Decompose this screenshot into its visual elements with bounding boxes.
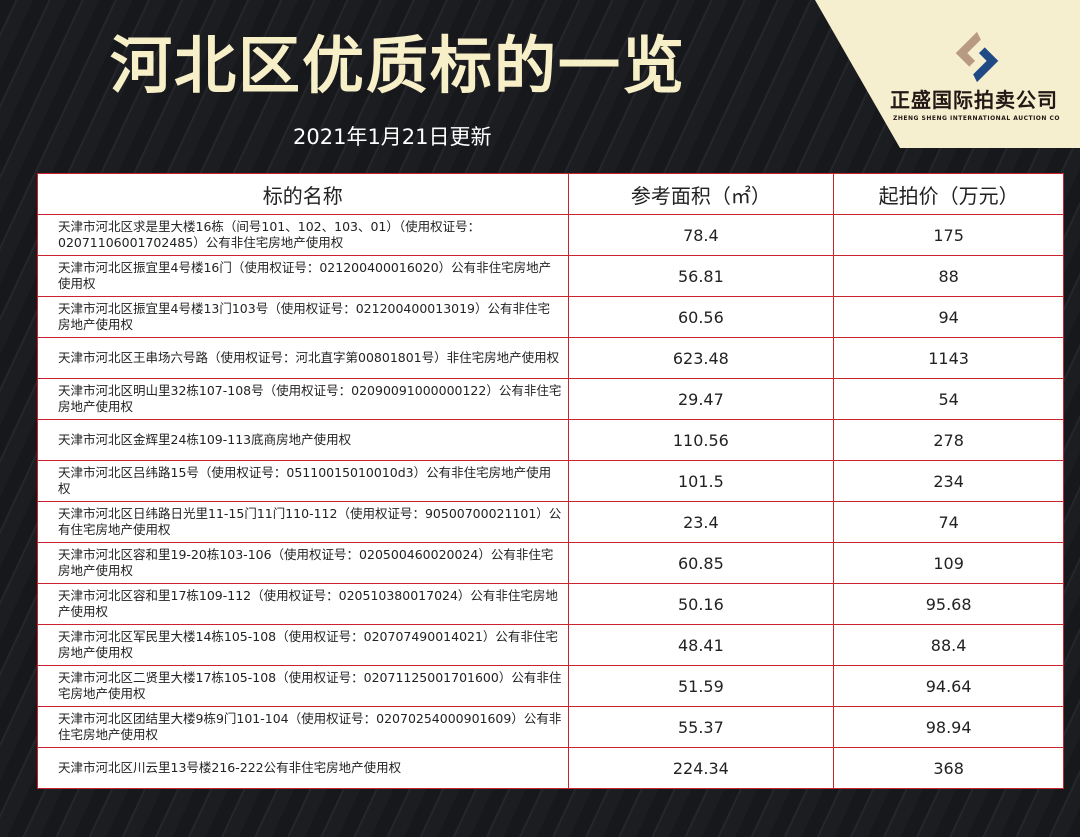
cell-name: 天津市河北区川云里13号楼216-222公有非住宅房地产使用权 xyxy=(37,747,569,789)
cell-area: 55.37 xyxy=(567,706,835,748)
cell-price: 94 xyxy=(833,296,1064,338)
cell-name: 天津市河北区金辉里24栋109-113底商房地产使用权 xyxy=(37,419,569,461)
cell-name: 天津市河北区容和里17栋109-112（使用权证号：02051038001702… xyxy=(37,583,569,625)
cell-price: 95.68 xyxy=(833,583,1064,625)
cell-area: 224.34 xyxy=(567,747,835,789)
cell-name: 天津市河北区容和里19-20栋103-106（使用权证号：02050046002… xyxy=(37,542,569,584)
table-row: 天津市河北区吕纬路15号（使用权证号：05110015010010d3）公有非住… xyxy=(37,460,1064,502)
table-row: 天津市河北区军民里大楼14栋105-108（使用权证号：020707490014… xyxy=(37,624,1064,666)
cell-area: 23.4 xyxy=(567,501,835,543)
table-header: 标的名称 参考面积（㎡） 起拍价（万元） xyxy=(37,173,1064,215)
cell-price: 54 xyxy=(833,378,1064,420)
cell-price: 94.64 xyxy=(833,665,1064,707)
table-row: 天津市河北区金辉里24栋109-113底商房地产使用权 110.56 278 xyxy=(37,419,1064,461)
cell-area: 101.5 xyxy=(567,460,835,502)
header-area: 参考面积（㎡） xyxy=(567,173,835,215)
company-name-en: ZHENG SHENG INTERNATIONAL AUCTION CO xyxy=(893,115,1061,122)
table-row: 天津市河北区容和里17栋109-112（使用权证号：02051038001702… xyxy=(37,583,1064,625)
cell-price: 368 xyxy=(833,747,1064,789)
cell-name: 天津市河北区振宜里4号楼13门103号（使用权证号：02120040001301… xyxy=(37,296,569,338)
table-row: 天津市河北区求是里大楼16栋（间号101、102、103、01）（使用权证号：0… xyxy=(37,214,1064,256)
company-name-cn: 正盛国际拍卖公司 xyxy=(890,88,1058,112)
cell-price: 88.4 xyxy=(833,624,1064,666)
cell-price: 175 xyxy=(833,214,1064,256)
table-row: 天津市河北区王串场六号路（使用权证号：河北直字第00801801号）非住宅房地产… xyxy=(37,337,1064,379)
page-title: 河北区优质标的一览 xyxy=(110,29,687,102)
cell-price: 88 xyxy=(833,255,1064,297)
header-price: 起拍价（万元） xyxy=(833,173,1064,215)
cell-price: 98.94 xyxy=(833,706,1064,748)
table-row: 天津市河北区振宜里4号楼13门103号（使用权证号：02120040001301… xyxy=(37,296,1064,338)
cell-name: 天津市河北区团结里大楼9栋9门101-104（使用权证号：02070254000… xyxy=(37,706,569,748)
table-row: 天津市河北区振宜里4号楼16门（使用权证号：021200400016020）公有… xyxy=(37,255,1064,297)
cell-area: 60.56 xyxy=(567,296,835,338)
cell-name: 天津市河北区明山里32栋107-108号（使用权证号：0209009100000… xyxy=(37,378,569,420)
cell-area: 51.59 xyxy=(567,665,835,707)
cell-name: 天津市河北区王串场六号路（使用权证号：河北直字第00801801号）非住宅房地产… xyxy=(37,337,569,379)
cell-area: 78.4 xyxy=(567,214,835,256)
cell-name: 天津市河北区求是里大楼16栋（间号101、102、103、01）（使用权证号：0… xyxy=(37,214,569,256)
cell-price: 74 xyxy=(833,501,1064,543)
table-row: 天津市河北区容和里19-20栋103-106（使用权证号：02050046002… xyxy=(37,542,1064,584)
property-table: 标的名称 参考面积（㎡） 起拍价（万元） 天津市河北区求是里大楼16栋（间号10… xyxy=(37,173,1064,789)
cell-name: 天津市河北区日纬路日光里11-15门11门110-112（使用权证号：90500… xyxy=(37,501,569,543)
table-row: 天津市河北区明山里32栋107-108号（使用权证号：0209009100000… xyxy=(37,378,1064,420)
cell-name: 天津市河北区二贤里大楼17栋105-108（使用权证号：020711250017… xyxy=(37,665,569,707)
cell-area: 110.56 xyxy=(567,419,835,461)
cell-area: 623.48 xyxy=(567,337,835,379)
cell-price: 109 xyxy=(833,542,1064,584)
cell-name: 天津市河北区吕纬路15号（使用权证号：05110015010010d3）公有非住… xyxy=(37,460,569,502)
cell-name: 天津市河北区军民里大楼14栋105-108（使用权证号：020707490014… xyxy=(37,624,569,666)
header-name: 标的名称 xyxy=(37,173,569,215)
company-logo-icon xyxy=(955,31,999,83)
table-row: 天津市河北区日纬路日光里11-15门11门110-112（使用权证号：90500… xyxy=(37,501,1064,543)
update-date: 2021年1月21日更新 xyxy=(293,125,492,149)
cell-area: 48.41 xyxy=(567,624,835,666)
cell-area: 60.85 xyxy=(567,542,835,584)
table-row: 天津市河北区二贤里大楼17栋105-108（使用权证号：020711250017… xyxy=(37,665,1064,707)
cell-price: 278 xyxy=(833,419,1064,461)
cell-price: 1143 xyxy=(833,337,1064,379)
cell-area: 29.47 xyxy=(567,378,835,420)
cell-price: 234 xyxy=(833,460,1064,502)
table-row: 天津市河北区川云里13号楼216-222公有非住宅房地产使用权 224.34 368 xyxy=(37,747,1064,789)
table-row: 天津市河北区团结里大楼9栋9门101-104（使用权证号：02070254000… xyxy=(37,706,1064,748)
cell-area: 50.16 xyxy=(567,583,835,625)
cell-name: 天津市河北区振宜里4号楼16门（使用权证号：021200400016020）公有… xyxy=(37,255,569,297)
cell-area: 56.81 xyxy=(567,255,835,297)
